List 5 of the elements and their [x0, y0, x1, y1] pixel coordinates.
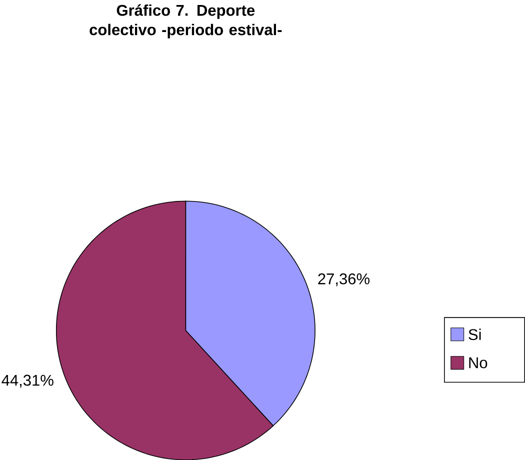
- legend-label: Si: [468, 328, 481, 340]
- legend-label: No: [469, 357, 488, 368]
- data-label: 27,36%: [318, 273, 370, 286]
- data-label: 44,31%: [2, 374, 54, 388]
- chart-title: Gráfico 7. Deporte colectivo -periodo estival-: [90, 4, 282, 38]
